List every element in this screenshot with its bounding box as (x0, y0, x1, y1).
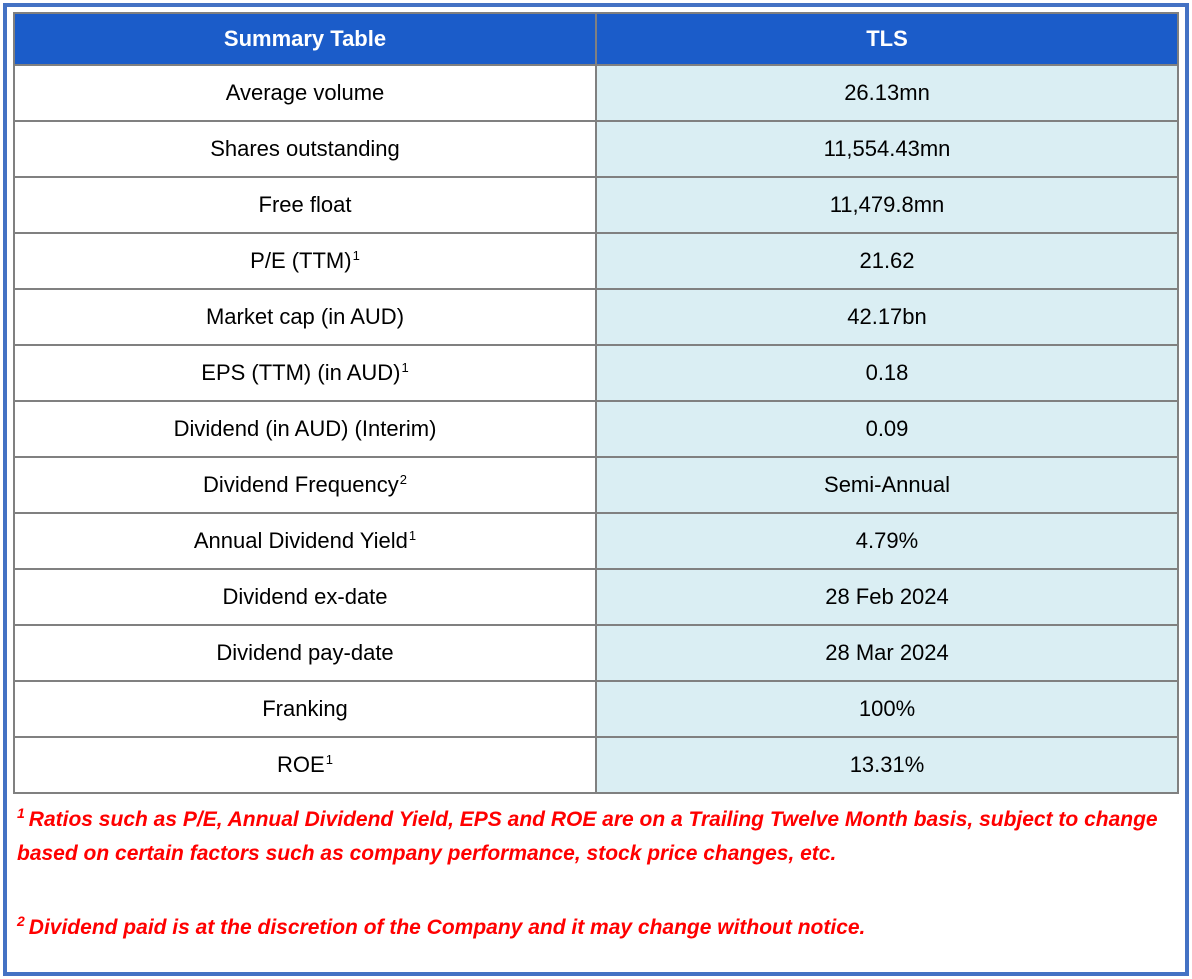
header-row: Summary Table TLS (13, 12, 1179, 66)
table-row: EPS (TTM) (in AUD)1 0.18 (13, 344, 1179, 402)
metric-value-cell: 28 Feb 2024 (595, 568, 1179, 626)
footnote-number: 2 (17, 913, 25, 930)
metric-value-cell: 0.09 (595, 400, 1179, 458)
table-row: ROE1 13.31% (13, 736, 1179, 794)
summary-table: Summary Table TLS Average volume 26.13mn S… (13, 12, 1179, 794)
table-row: P/E (TTM)1 21.62 (13, 232, 1179, 290)
metric-label-cell: EPS (TTM) (in AUD)1 (13, 344, 597, 402)
footnote-reference: 1 (352, 247, 360, 263)
metric-value-cell: 13.31% (595, 736, 1179, 794)
table-row: Franking 100% (13, 680, 1179, 738)
header-cell-ticker: TLS (595, 12, 1179, 66)
metric-label-cell: Dividend ex-date (13, 568, 597, 626)
metric-value-cell: 0.18 (595, 344, 1179, 402)
table-row: Dividend (in AUD) (Interim) 0.09 (13, 400, 1179, 458)
footnote-reference: 2 (399, 471, 407, 487)
metric-value-cell: 42.17bn (595, 288, 1179, 346)
metric-value-cell: 21.62 (595, 232, 1179, 290)
metric-value-cell: Semi-Annual (595, 456, 1179, 514)
footnote: 2 Dividend paid is at the discretion of t… (17, 913, 866, 940)
table-row: Annual Dividend Yield1 4.79% (13, 512, 1179, 570)
table-row: Shares outstanding 11,554.43mn (13, 120, 1179, 178)
metric-value-cell: 100% (595, 680, 1179, 738)
metric-value-cell: 11,554.43mn (595, 120, 1179, 178)
table-row: Dividend pay-date 28 Mar 2024 (13, 624, 1179, 682)
footnote-reference: 1 (325, 751, 333, 767)
metric-value-cell: 4.79% (595, 512, 1179, 570)
metric-value-cell: 28 Mar 2024 (595, 624, 1179, 682)
footnote-number: 1 (17, 805, 25, 821)
table-row: Market cap (in AUD) 42.17bn (13, 288, 1179, 346)
footnote-reference: 1 (408, 527, 417, 543)
metric-label-cell: Market cap (in AUD) (13, 288, 597, 346)
metric-label-cell: Annual Dividend Yield1 (13, 512, 597, 570)
metric-label-cell: Shares outstanding (13, 120, 597, 178)
metric-label-cell: Average volume (13, 64, 597, 122)
table-row: Dividend ex-date 28 Feb 2024 (13, 568, 1179, 626)
footnote-reference: 1 (401, 359, 409, 375)
metric-value-cell: 11,479.8mn (595, 176, 1179, 234)
metric-label-cell: Dividend Frequency2 (13, 456, 597, 514)
table-row: Average volume 26.13mn (13, 64, 1179, 122)
footnotes-section: 1 Ratios such as P/E, Annual Dividend Yie… (13, 803, 1179, 945)
table-row: Dividend Frequency2 Semi-Annual (13, 456, 1179, 514)
metric-label-cell: Franking (13, 680, 597, 738)
metric-value-cell: 26.13mn (595, 64, 1179, 122)
table-row: Free float 11,479.8mn (13, 176, 1179, 234)
table-body: Average volume 26.13mn Shares outstanding 1… (13, 64, 1179, 794)
metric-label-cell: ROE1 (13, 736, 597, 794)
metric-label-cell: Dividend (in AUD) (Interim) (13, 400, 597, 458)
table-head: Summary Table TLS (13, 12, 1179, 66)
metric-label-cell: Free float (13, 176, 597, 234)
header-cell-summary-table: Summary Table (13, 12, 597, 66)
outer-frame: Summary Table TLS Average volume 26.13mn S… (3, 3, 1189, 976)
footnote: 1 Ratios such as P/E, Annual Dividend Yie… (17, 805, 1158, 866)
metric-label-cell: P/E (TTM)1 (13, 232, 597, 290)
metric-label-cell: Dividend pay-date (13, 624, 597, 682)
